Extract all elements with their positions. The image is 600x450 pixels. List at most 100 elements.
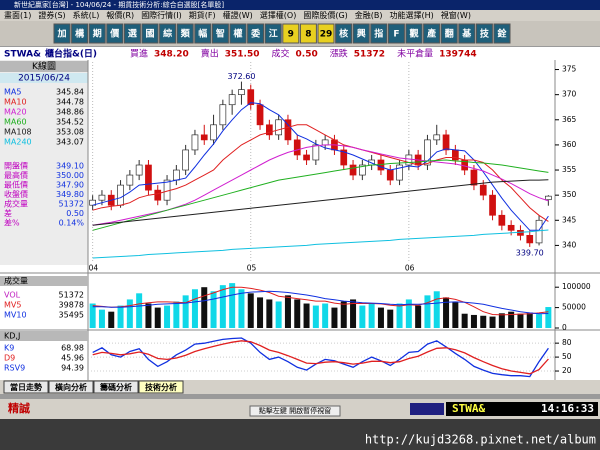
info-value: 349.10 (56, 162, 84, 171)
volume-bar (219, 285, 226, 328)
tab-label: 籌碼分析 (100, 382, 132, 392)
toolbar-button[interactable] (123, 23, 141, 44)
x-tick-label: 06 (405, 264, 415, 273)
info-label: 差% (4, 218, 20, 228)
toolbar-button[interactable] (53, 23, 71, 44)
candle-body (126, 174, 134, 186)
toolbar-button[interactable] (71, 23, 89, 44)
legend-name: MV5 (4, 301, 21, 310)
menu-item[interactable]: 畫面(1) (4, 10, 31, 20)
toolbar-button[interactable] (264, 23, 282, 44)
toolbar-button[interactable] (423, 23, 441, 44)
info-label: 差 (4, 208, 12, 218)
toolbar-button[interactable] (282, 23, 300, 44)
tab[interactable] (138, 380, 184, 394)
status-indicator (410, 403, 444, 415)
tab[interactable] (48, 380, 94, 394)
volume-bar (350, 299, 357, 328)
tab-label: 技術分析 (145, 382, 177, 392)
menu-item[interactable]: 證券(S) (38, 10, 65, 20)
menu-item[interactable]: 權證(W) (223, 10, 253, 20)
toolbar-button[interactable] (194, 23, 212, 44)
menu-item[interactable]: 報價(R) (106, 11, 134, 20)
toolbar-button[interactable] (106, 23, 124, 44)
toolbar-button[interactable] (352, 23, 370, 44)
high-annotation: 372.60 (227, 72, 255, 81)
candle-body (405, 154, 413, 166)
candle-body (256, 104, 264, 126)
volume-bar (322, 303, 329, 328)
menu-item[interactable]: 金融(B) (355, 10, 383, 20)
toolbar-button[interactable] (370, 23, 388, 44)
candle-body (386, 169, 394, 181)
toolbar-button[interactable] (247, 23, 265, 44)
volume-bar (191, 289, 198, 328)
ma-line (92, 124, 549, 222)
toolbar-button[interactable] (141, 23, 159, 44)
volume-bar (470, 314, 477, 328)
toolbar-button[interactable] (176, 23, 194, 44)
toolbar-button[interactable] (458, 23, 476, 44)
title-bar (0, 0, 600, 10)
menu-item[interactable]: 國際行情(I) (141, 10, 182, 20)
toolbar-label: 幅 (198, 28, 207, 40)
toolbar-button[interactable] (440, 23, 458, 44)
toolbar-label: 類 (180, 28, 191, 40)
menu-item[interactable]: 期貨(F) (189, 10, 216, 20)
info-header (0, 61, 88, 72)
menu-item[interactable]: 功能選擇(H) (390, 10, 434, 20)
taskbar (0, 419, 600, 450)
toolbar-button[interactable] (335, 23, 353, 44)
toolbar-button[interactable] (159, 23, 177, 44)
menu-item[interactable]: 視窗(W) (441, 10, 471, 20)
date-box (0, 73, 88, 83)
y-tick-label: 355 (562, 165, 577, 174)
menu-item[interactable]: 系統(L) (73, 10, 100, 20)
volume-bar (377, 307, 384, 328)
menu-item[interactable]: 國際股價(G) (303, 10, 347, 20)
toolbar-label: 期 (93, 28, 102, 40)
toolbar-button[interactable] (299, 23, 317, 44)
candle-body (247, 89, 255, 106)
y-tick-label: 360 (562, 140, 577, 149)
candle-body (535, 219, 543, 244)
candle-body (191, 134, 199, 151)
volume-bar (182, 295, 189, 328)
toolbar-button[interactable] (475, 23, 493, 44)
info-label: 收盤價 (4, 189, 28, 199)
legend-name: K9 (4, 344, 14, 353)
legend-name: MV10 (4, 311, 27, 320)
toolbar-button[interactable] (88, 23, 106, 44)
y-tick-label: 100000 (562, 282, 591, 291)
volume-bar (201, 287, 208, 328)
toolbar-button[interactable] (317, 23, 335, 44)
info-panel (0, 60, 88, 265)
toolbar-button[interactable] (405, 23, 423, 44)
tab[interactable] (3, 380, 49, 394)
info-label: 最高價 (4, 170, 28, 180)
menu-item[interactable]: 選擇權(O) (260, 10, 297, 20)
volume-bar (508, 311, 515, 328)
info-label: 成交量 (4, 199, 28, 209)
legend-name: MA240 (4, 138, 32, 147)
legend-value: 353.08 (56, 128, 84, 137)
volume-bar (136, 293, 143, 328)
volume-bar (331, 307, 338, 328)
candle-body (98, 194, 106, 201)
menu-bar (0, 10, 600, 21)
quote-label: 未平倉量 (397, 48, 433, 60)
legend-value: 345.84 (56, 88, 84, 97)
tab[interactable] (93, 380, 139, 394)
toolbar-label: 委 (250, 28, 261, 40)
toolbar-label: 銓 (497, 28, 506, 40)
toolbar-button[interactable] (229, 23, 247, 44)
volume-bar (117, 305, 124, 328)
volume-bar (247, 293, 254, 328)
y-tick-label: 365 (562, 115, 577, 124)
volume-bar (154, 307, 161, 328)
toolbar-button[interactable] (493, 23, 511, 44)
volume-bar (266, 299, 273, 328)
toolbar-button[interactable] (387, 23, 405, 44)
toolbar-button[interactable] (211, 23, 229, 44)
mv-line (92, 286, 549, 316)
